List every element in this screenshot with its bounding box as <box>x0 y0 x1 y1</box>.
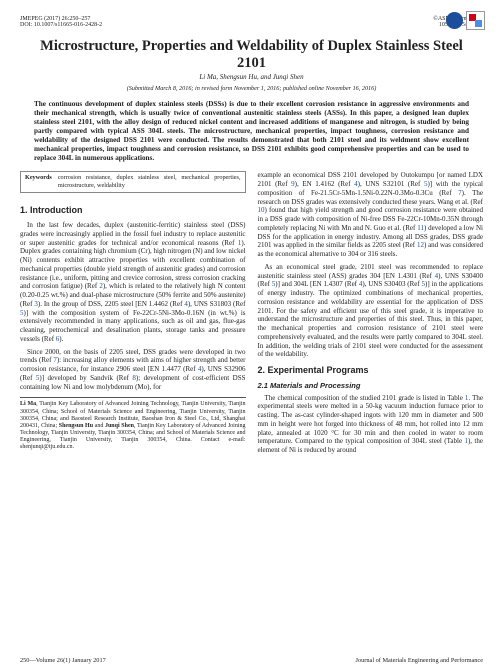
methods-para-1: The chemical composition of the studied … <box>258 394 484 455</box>
asm-logo-icon <box>446 12 463 29</box>
article-title: Microstructure, Properties and Weldabili… <box>26 38 477 71</box>
intro-para-3: example an economical DSS 2101 developed… <box>258 171 484 259</box>
authors: Li Ma, Shengsun Hu, and Junqi Shen <box>20 73 483 81</box>
submission-dates: (Submitted March 8, 2016; in revised for… <box>20 85 483 92</box>
footer-left: 250—Volume 26(1) January 2017 <box>20 657 106 664</box>
section-1-heading: 1. Introduction <box>20 205 246 216</box>
left-column: Keywords corrosion resistance, duplex st… <box>20 171 246 459</box>
author-affiliations: Li Ma, Tianjin Key Laboratory of Advance… <box>20 397 246 451</box>
keywords-box: Keywords corrosion resistance, duplex st… <box>20 171 246 193</box>
section-2-heading: 2. Experimental Programs <box>258 365 484 376</box>
ref-link[interactable]: 10 <box>258 206 265 214</box>
footer-right: Journal of Materials Engineering and Per… <box>356 657 483 664</box>
doi: DOI: 10.1007/s11665-016-2428-2 <box>20 22 102 28</box>
ref-link[interactable]: 11 <box>417 224 424 232</box>
intro-para-1: In the last few decades, duplex (austeni… <box>20 221 246 344</box>
page-footer: 250—Volume 26(1) January 2017 Journal of… <box>20 657 483 664</box>
abstract: The continuous development of duplex sta… <box>34 100 469 163</box>
section-2-1-heading: 2.1 Materials and Processing <box>258 381 484 390</box>
journal-header: JMEPEG (2017) 26:250–257 DOI: 10.1007/s1… <box>20 16 483 28</box>
keywords-label: Keywords <box>25 174 52 190</box>
right-column: example an economical DSS 2101 developed… <box>258 171 484 459</box>
ref-link[interactable]: 12 <box>417 241 424 249</box>
crossmark-icon[interactable] <box>466 11 485 30</box>
header-badges <box>446 11 485 30</box>
intro-para-2: Since 2000, on the basis of 2205 steel, … <box>20 348 246 392</box>
keywords-text: corrosion resistance, duplex stainless s… <box>58 174 241 190</box>
intro-para-4: As an economical steel grade, 2101 steel… <box>258 263 484 359</box>
